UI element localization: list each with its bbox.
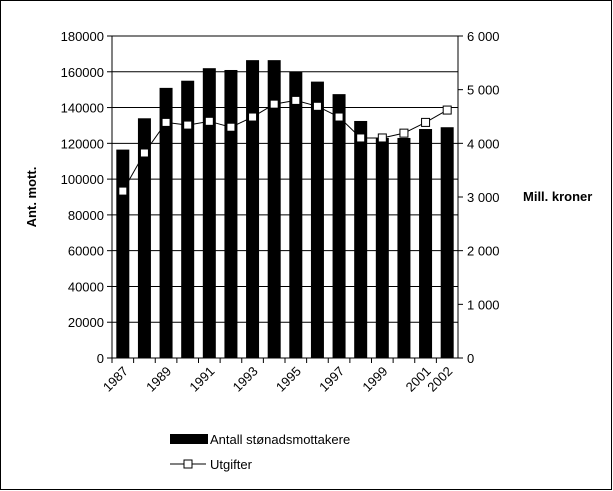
line-marker xyxy=(442,105,452,115)
y-tick-label: 40000 xyxy=(68,279,104,294)
bar xyxy=(397,137,411,358)
line-marker xyxy=(118,186,128,196)
bar xyxy=(332,94,346,358)
line-marker xyxy=(377,133,387,143)
bar xyxy=(159,87,173,358)
bar xyxy=(267,60,281,359)
line-marker xyxy=(399,128,409,138)
line-marker xyxy=(356,133,366,143)
line-marker xyxy=(226,122,236,132)
bar xyxy=(116,149,130,358)
bar xyxy=(246,60,260,359)
y-axis-label: Ant. mott. xyxy=(24,167,39,228)
line-marker xyxy=(421,117,431,127)
bar xyxy=(419,129,433,358)
y2-tick-label: 4 000 xyxy=(467,136,500,151)
bar xyxy=(137,118,151,359)
line-marker xyxy=(204,116,214,126)
legend-swatch xyxy=(183,459,193,469)
bar xyxy=(289,71,303,359)
y-tick-label: 140000 xyxy=(61,101,104,116)
line-marker xyxy=(291,95,301,105)
legend-swatch xyxy=(170,434,208,444)
bar xyxy=(375,137,389,358)
bar xyxy=(202,68,216,358)
bar xyxy=(354,120,368,358)
line-marker xyxy=(183,120,193,130)
y2-tick-label: 3 000 xyxy=(467,190,500,205)
bar xyxy=(440,127,454,358)
y2-tick-label: 0 xyxy=(467,351,474,366)
y-tick-label: 20000 xyxy=(68,315,104,330)
bar xyxy=(181,80,195,358)
line-marker xyxy=(334,112,344,122)
y2-tick-label: 1 000 xyxy=(467,297,500,312)
y2-axis-label: Mill. kroner xyxy=(523,189,592,204)
bar xyxy=(224,69,238,358)
y-tick-label: 120000 xyxy=(61,136,104,151)
line-marker xyxy=(161,117,171,127)
bar xyxy=(310,81,324,358)
y2-tick-label: 5 000 xyxy=(467,83,500,98)
line-marker xyxy=(139,148,149,158)
y-tick-label: 180000 xyxy=(61,29,104,44)
legend-label: Utgifter xyxy=(210,457,253,472)
y2-tick-label: 6 000 xyxy=(467,29,500,44)
line-marker xyxy=(248,112,258,122)
line xyxy=(122,99,448,192)
line-marker xyxy=(269,99,279,109)
y-tick-label: 60000 xyxy=(68,244,104,259)
y2-tick-label: 2 000 xyxy=(467,244,500,259)
y-tick-label: 0 xyxy=(97,351,104,366)
y-tick-label: 160000 xyxy=(61,65,104,80)
line-marker xyxy=(312,101,322,111)
y-tick-label: 100000 xyxy=(61,172,104,187)
legend-label: Antall stønadsmottakere xyxy=(210,432,350,447)
y-tick-label: 80000 xyxy=(68,208,104,223)
